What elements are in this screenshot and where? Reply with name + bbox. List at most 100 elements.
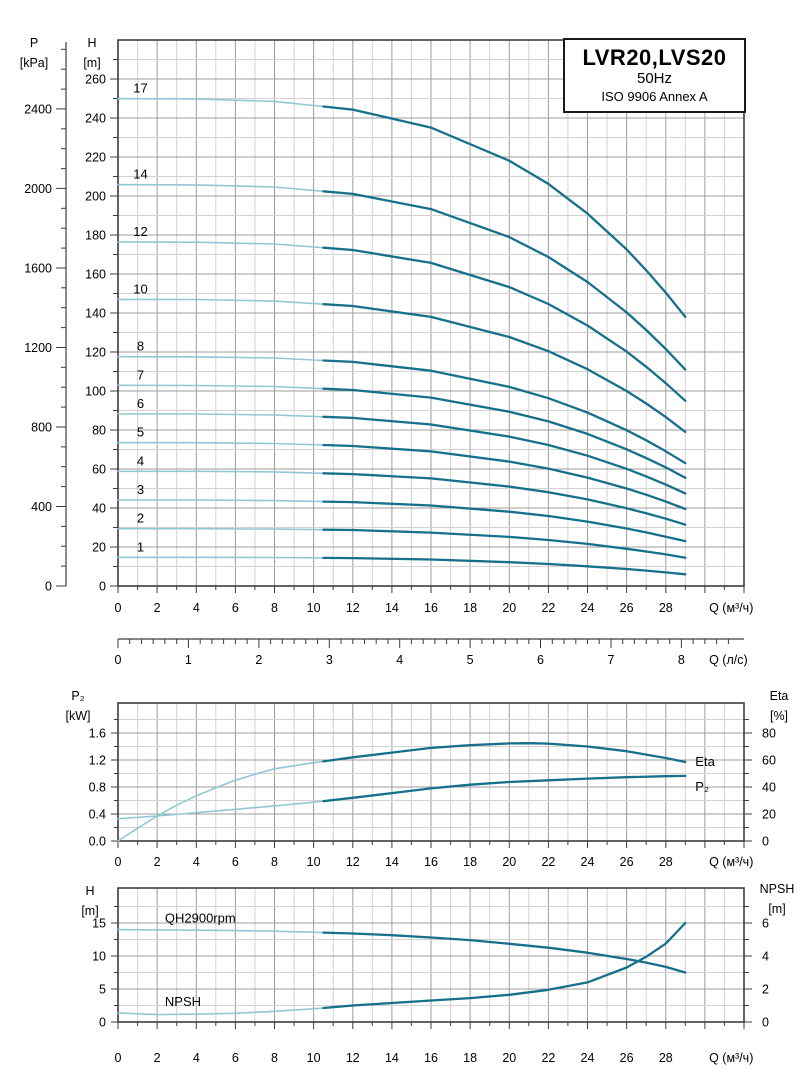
title-block: LVR20,LVS20 50Hz ISO 9906 Annex A xyxy=(563,38,746,113)
h2900-tick-label: 15 xyxy=(92,917,106,931)
stage-count-label: 10 xyxy=(133,281,147,296)
x-tick-label: 24 xyxy=(581,1051,595,1065)
stage-count-label: 14 xyxy=(133,167,147,182)
npsh-tick-label: 4 xyxy=(762,950,769,964)
x-tick-label: 22 xyxy=(541,855,555,869)
x-tick-label: 14 xyxy=(385,1051,399,1065)
x-tick-label: 8 xyxy=(271,855,278,869)
h2900-tick-label: 5 xyxy=(99,983,106,997)
h2900-tick-label: 0 xyxy=(99,1016,106,1030)
x-tick-label: 18 xyxy=(463,855,477,869)
curve-stages-5 xyxy=(117,441,687,511)
x-tick-label: 4 xyxy=(193,855,200,869)
ls-tick-label: 8 xyxy=(678,653,685,667)
x-tick-label: 18 xyxy=(463,601,477,615)
h-tick-label: 220 xyxy=(85,151,106,165)
eta-tick-label: 20 xyxy=(762,808,776,822)
eta-axis-unit: [%] xyxy=(770,709,788,723)
h-tick-label: 100 xyxy=(85,385,106,399)
ls-tick-label: 7 xyxy=(608,653,615,667)
x-tick-label: 12 xyxy=(346,1051,360,1065)
curve-stages-14 xyxy=(117,183,687,371)
x-tick-label: 0 xyxy=(115,855,122,869)
p2-tick-label: 0.0 xyxy=(89,835,106,849)
stage-count-label: 17 xyxy=(133,81,147,96)
ls-tick-label: 2 xyxy=(255,653,262,667)
p-axis-unit: [kPa] xyxy=(20,56,49,70)
curve-stages-6 xyxy=(117,413,687,495)
npsh-curve-label: NPSH xyxy=(165,994,201,1009)
h2900-axis-unit: [m] xyxy=(81,904,98,918)
x-axis-title: Q (м³/ч) xyxy=(709,601,753,615)
frequency-label: 50Hz xyxy=(636,70,673,88)
p-axis-title: P xyxy=(30,36,38,50)
curve-p2 xyxy=(117,774,687,820)
h-tick-label: 180 xyxy=(85,229,106,243)
x-tick-label: 24 xyxy=(581,855,595,869)
x-tick-label: 8 xyxy=(271,601,278,615)
h-tick-label: 160 xyxy=(85,268,106,282)
x-tick-label: 12 xyxy=(346,855,360,869)
h-tick-label: 140 xyxy=(85,307,106,321)
x-tick-label: 26 xyxy=(620,855,634,869)
curve-stages-12 xyxy=(117,241,687,402)
curve-stages-4 xyxy=(117,470,687,526)
standard-label: ISO 9906 Annex A xyxy=(601,89,708,105)
h-tick-label: 40 xyxy=(92,502,106,516)
h-tick-label: 0 xyxy=(99,580,106,594)
x-tick-label: 28 xyxy=(659,1051,673,1065)
ls-axis-title: Q (л/с) xyxy=(709,653,748,667)
x-tick-label: 2 xyxy=(154,601,161,615)
x-tick-label: 14 xyxy=(385,855,399,869)
p2-axis-title: P₂ xyxy=(71,689,84,703)
x-tick-label: 0 xyxy=(115,601,122,615)
stage-count-label: 1 xyxy=(137,539,144,554)
x-tick-label: 10 xyxy=(307,601,321,615)
p-tick-label: 0 xyxy=(45,580,52,594)
x-tick-label: 28 xyxy=(659,601,673,615)
stage-count-label: 6 xyxy=(137,396,144,411)
ls-tick-label: 3 xyxy=(326,653,333,667)
ls-tick-label: 5 xyxy=(467,653,474,667)
h-tick-label: 80 xyxy=(92,424,106,438)
ls-tick-label: 4 xyxy=(396,653,403,667)
h-tick-label: 60 xyxy=(92,463,106,477)
x-tick-label: 14 xyxy=(385,601,399,615)
x-tick-label: 24 xyxy=(581,601,595,615)
x-tick-label: 16 xyxy=(424,601,438,615)
curve-stages-8 xyxy=(117,355,687,465)
h-tick-label: 260 xyxy=(85,73,106,87)
h2900-axis-title: H xyxy=(85,884,94,898)
x-tick-label: 6 xyxy=(232,855,239,869)
x-tick-label: 2 xyxy=(154,1051,161,1065)
stage-count-label: 4 xyxy=(137,453,144,468)
npsh-tick-label: 2 xyxy=(762,983,769,997)
qh2900rpm-curve-label: QH2900rpm xyxy=(165,910,236,925)
h-axis-title: H xyxy=(87,36,96,50)
x-tick-label: 6 xyxy=(232,1051,239,1065)
x-axis-title: Q (м³/ч) xyxy=(709,855,753,869)
eta-tick-label: 0 xyxy=(762,835,769,849)
x-tick-label: 4 xyxy=(193,1051,200,1065)
x-tick-label: 8 xyxy=(271,1051,278,1065)
stage-count-label: 3 xyxy=(137,482,144,497)
x-tick-label: 16 xyxy=(424,1051,438,1065)
x-tick-label: 22 xyxy=(541,1051,555,1065)
p2-tick-label: 0.4 xyxy=(89,808,106,822)
p-tick-label: 800 xyxy=(31,421,52,435)
stage-count-label: 12 xyxy=(133,224,147,239)
curve-stages-10 xyxy=(117,298,687,434)
npsh-axis-unit: [m] xyxy=(768,902,785,916)
x-tick-label: 28 xyxy=(659,855,673,869)
p-tick-label: 400 xyxy=(31,500,52,514)
h-axis-unit: [m] xyxy=(83,56,100,70)
h-tick-label: 200 xyxy=(85,190,106,204)
x-tick-label: 22 xyxy=(541,601,555,615)
ls-tick-label: 6 xyxy=(537,653,544,667)
x-tick-label: 10 xyxy=(307,855,321,869)
curve-qh2900rpm xyxy=(117,928,687,974)
x-tick-label: 2 xyxy=(154,855,161,869)
